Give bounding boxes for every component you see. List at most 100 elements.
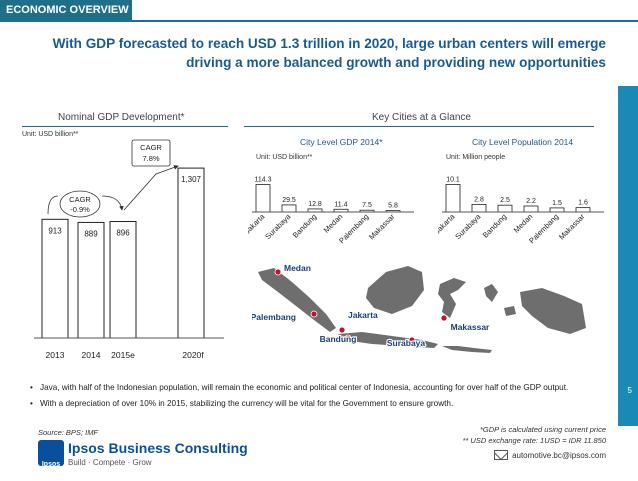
city-marker xyxy=(408,336,416,344)
city-gdp-category-label: Surabaya xyxy=(263,211,293,241)
city-pop-bar xyxy=(549,207,565,213)
city-pop-value-label: 1.5 xyxy=(552,200,562,207)
cagr-label-1: CAGR xyxy=(69,195,91,204)
footnotes: *GDP is calculated using current price *… xyxy=(463,424,606,446)
left-unit-label: Unit: USD billion** xyxy=(22,131,79,138)
contact-email[interactable]: automotive.bc@ipsos.com xyxy=(494,450,606,460)
map-island-java xyxy=(338,332,438,348)
city-pop-category-label: Jakarta xyxy=(438,211,457,235)
city-marker xyxy=(440,314,448,322)
city-pop-category-label: Surabaya xyxy=(453,211,483,241)
map-island-papua xyxy=(520,288,586,334)
city-label: Surabaya xyxy=(387,338,426,348)
city-gdp-category-label: Makassar xyxy=(367,212,397,242)
left-section-rule xyxy=(22,126,228,127)
city-gdp-value-label: 7.5 xyxy=(362,202,372,209)
city-pop-value-label: 2.8 xyxy=(474,196,484,203)
bullet-list: Java, with half of the Indonesian popula… xyxy=(30,382,590,414)
city-pop-value-label: 10.1 xyxy=(446,176,460,183)
gdp-city-unit: Unit: USD billion** xyxy=(256,154,313,161)
cagr-value-2: 7.8% xyxy=(142,154,159,163)
gdp-category-label: 2013 xyxy=(46,350,65,360)
gdp-value-label: 889 xyxy=(84,229,98,238)
right-section-title: Key Cities at a Glance xyxy=(372,112,471,123)
city-label: Makassar xyxy=(451,322,490,332)
gdp-value-label: 896 xyxy=(116,229,130,238)
city-pop-bar xyxy=(523,205,539,213)
city-gdp-category-label: Jakarta xyxy=(248,211,267,235)
cagr-box-2 xyxy=(131,139,171,167)
bullet-item: With a depreciation of over 10% in 2015,… xyxy=(30,398,590,409)
city-label: Bandung xyxy=(320,334,357,344)
gdp-bar xyxy=(177,167,205,339)
cagr-arc-1-right xyxy=(101,195,124,211)
city-gdp-bar xyxy=(255,184,271,213)
city-label: Jakarta xyxy=(348,310,378,320)
side-bar: 5 xyxy=(618,86,638,426)
map-island-lesser-sunda xyxy=(442,346,492,353)
city-gdp-value-label: 11.4 xyxy=(334,201,347,208)
email-text[interactable]: automotive.bc@ipsos.com xyxy=(512,450,606,460)
city-pop-value-label: 2.5 xyxy=(500,197,510,204)
city-pop-bar xyxy=(445,184,461,213)
map-island-borneo xyxy=(366,266,424,314)
map-island-maluku xyxy=(484,284,516,316)
city-marker xyxy=(338,326,346,334)
gdp-city-title: City Level GDP 2014* xyxy=(300,137,383,147)
ipsos-logo-mark: Ipsos xyxy=(38,440,64,468)
city-gdp-bar xyxy=(281,204,297,213)
city-marker xyxy=(310,310,318,318)
city-gdp-value-label: 5.8 xyxy=(388,203,398,210)
city-marker xyxy=(274,268,282,276)
mail-icon xyxy=(494,450,509,460)
cagr-arrow-2 xyxy=(123,165,179,211)
cagr-arc-1-left xyxy=(47,195,59,215)
cagr-label-2: CAGR xyxy=(140,143,162,152)
cagr-bubble-1 xyxy=(59,190,101,218)
gdp-bar xyxy=(109,221,137,339)
city-pop-bar-chart: 10.1 Jakarta 2.8 Surabaya 2.5 Bandung 2.2 Medan… xyxy=(438,176,604,245)
logo-tagline: Build · Compete · Grow xyxy=(68,458,152,467)
city-gdp-bar-chart: 114.3 Jakarta 29.5 Surabaya 12.8 Bandung 11.4 M… xyxy=(248,177,414,245)
city-gdp-category-label: Bandung xyxy=(291,212,319,240)
left-section-title: Nominal GDP Development* xyxy=(58,112,185,123)
city-pop-bar xyxy=(471,203,487,213)
headline-line-2: driving a more balanced growth and provi… xyxy=(186,55,606,70)
footnote-fx: ** USD exchange rate: 1USD = IDR 11.850 xyxy=(462,436,606,445)
gdp-category-label: 2014 xyxy=(82,350,101,360)
city-label: Medan xyxy=(284,263,311,273)
gdp-value-label: 1,307 xyxy=(181,175,202,184)
source-note: Source: BPS; IMF xyxy=(38,428,99,437)
top-rule xyxy=(0,20,638,22)
city-gdp-category-label: Medan xyxy=(322,212,345,235)
page-number: 5 xyxy=(627,386,632,395)
city-pop-category-label: Makassar xyxy=(557,212,587,242)
city-gdp-value-label: 114.3 xyxy=(255,177,272,184)
city-pop-bar xyxy=(575,207,591,213)
headline-line-1: With GDP forecasted to reach USD 1.3 tri… xyxy=(52,36,606,51)
map-island-sulawesi xyxy=(438,278,466,318)
gdp-value-label: 913 xyxy=(48,226,62,235)
pop-city-title: City Level Population 2014 xyxy=(472,137,574,147)
city-label: Palembang xyxy=(252,312,296,322)
city-pop-value-label: 1.6 xyxy=(578,200,588,207)
city-pop-category-label: Bandung xyxy=(481,212,509,240)
logo-mark-text: Ipsos xyxy=(41,461,61,468)
gdp-bar xyxy=(41,218,69,339)
city-pop-bar xyxy=(497,204,513,213)
city-marker xyxy=(344,334,352,342)
footnote-gdp: *GDP is calculated using current price xyxy=(479,425,606,434)
map-island-sumatra xyxy=(258,268,336,332)
city-gdp-value-label: 29.5 xyxy=(282,197,296,204)
gdp-bar xyxy=(77,221,105,339)
section-tab: ECONOMIC OVERVIEW xyxy=(0,0,132,20)
pop-city-unit: Unit: Million people xyxy=(446,154,506,161)
cagr-value-1: -0.9% xyxy=(70,205,90,214)
gdp-category-label: 2015e xyxy=(111,350,135,360)
gdp-category-label: 2020f xyxy=(182,350,204,360)
indonesia-map: Medan Palembang Jakarta Bandung Surabaya Maka… xyxy=(252,262,586,353)
right-section-rule xyxy=(244,126,594,127)
logo-name: Ipsos Business Consulting xyxy=(68,440,248,456)
